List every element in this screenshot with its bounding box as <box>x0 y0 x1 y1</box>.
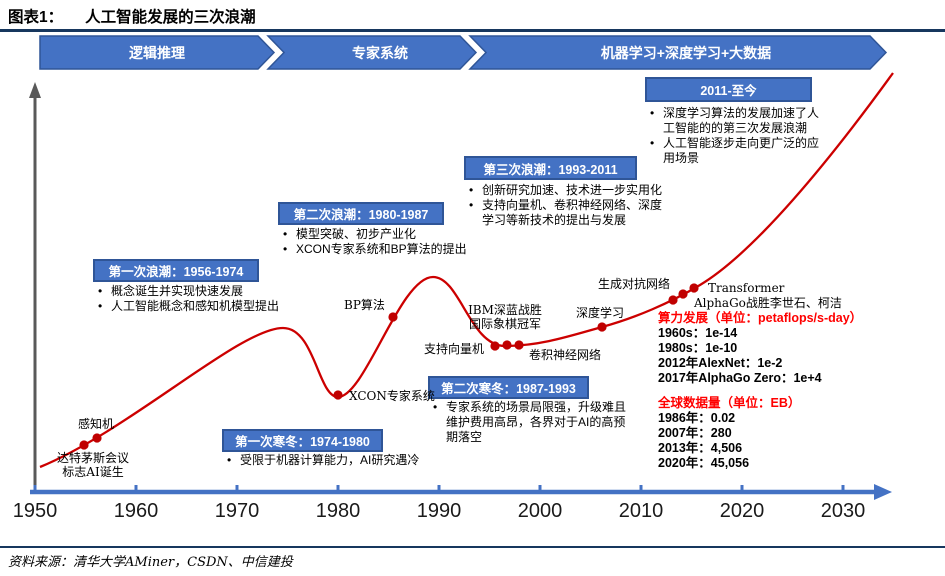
event-dot <box>79 440 89 450</box>
bullet-item: 模型突破、初步产业化 <box>283 227 488 242</box>
x-tick-label: 1950 <box>12 500 58 522</box>
event-dot <box>668 295 678 305</box>
figure-title-text: 人工智能发展的三次浪潮 <box>85 9 256 26</box>
stats-line: 2020年：45,056 <box>658 456 750 470</box>
phase-label: 专家系统 <box>352 44 408 61</box>
period-box-bullets: 专家系统的场景局限强，升级难且维护费用高昂，各界对于AI的高预期落空 <box>433 400 627 445</box>
bottom-rule <box>0 546 945 548</box>
period-box-title: 第一次浪潮：1956-1974 <box>93 259 259 282</box>
event-label: XCON专家系统 <box>349 389 435 403</box>
event-label: Transformer <box>708 281 785 295</box>
x-axis-arrowhead <box>874 484 892 500</box>
event-dot <box>333 390 343 400</box>
banner-chevron <box>39 35 276 70</box>
event-label: 卷积神经网络 <box>529 348 602 362</box>
stats-line: 2007年：280 <box>658 426 732 440</box>
x-tick-label: 1960 <box>113 500 159 522</box>
top-rule <box>0 29 945 32</box>
stats-line: 2017年AlphaGo Zero：1e+4 <box>658 371 822 385</box>
event-label: AlphaGo战胜李世石、柯洁 <box>694 296 842 310</box>
x-tick <box>437 485 441 491</box>
stats-line: 1986年：0.02 <box>658 411 736 425</box>
figure-label: 图表1： <box>8 9 64 26</box>
event-dot <box>92 433 102 443</box>
event-dot <box>514 340 524 350</box>
event-dot <box>502 340 512 350</box>
development-curve <box>39 72 894 469</box>
bullet-item: 概念诞生并实现快速发展 <box>98 284 333 299</box>
stats-heading: 算力发展（单位：petaflops/s-day） <box>658 311 863 325</box>
x-tick-label: 1970 <box>214 500 260 522</box>
period-box-title: 第一次寒冬：1974-1980 <box>222 429 383 452</box>
phase-label: 逻辑推理 <box>129 44 185 61</box>
bullet-item: 受限于机器计算能力，AI研究遇冷 <box>227 453 467 468</box>
event-dot <box>678 289 688 299</box>
x-tick <box>235 485 239 491</box>
event-label: IBM深蓝战胜 国际象棋冠军 <box>468 303 542 331</box>
y-axis-arrowhead <box>29 82 41 98</box>
x-tick <box>134 485 138 491</box>
period-box-title: 第二次寒冬：1987-1993 <box>428 376 589 399</box>
x-tick-label: 2010 <box>618 500 664 522</box>
event-label: 感知机 <box>77 417 114 431</box>
event-label: BP算法 <box>344 298 385 312</box>
period-box-bullets: 模型突破、初步产业化XCON专家系统和BP算法的提出 <box>283 227 488 257</box>
event-dot <box>689 283 699 293</box>
x-tick-label: 2030 <box>820 500 866 522</box>
x-tick <box>841 485 845 491</box>
x-tick-label: 1990 <box>416 500 462 522</box>
event-label: 达特茅斯会议 标志AI诞生 <box>56 451 129 479</box>
stats-group: 算力发展（单位：petaflops/s-day） 1960s：1e-14 1980s… <box>658 311 862 386</box>
stats-line: 2012年AlexNet：1e-2 <box>658 356 783 370</box>
bullet-item: 支持向量机、卷积神经网络、深度学习等新技术的提出与发展 <box>469 198 667 228</box>
period-box-title: 第二次浪潮：1980-1987 <box>278 202 444 225</box>
period-box-title: 2011-至今 <box>645 77 812 102</box>
period-box-bullets: 受限于机器计算能力，AI研究遇冷 <box>227 453 467 468</box>
x-tick <box>740 485 744 491</box>
bullet-item: 深度学习算法的发展加速了人工智能的的第三次发展浪潮 <box>650 106 826 136</box>
period-box-bullets: 深度学习算法的发展加速了人工智能的的第三次发展浪潮人工智能逐步走向更广泛的应用场… <box>650 106 826 166</box>
bullet-item: 人工智能逐步走向更广泛的应用场景 <box>650 136 826 166</box>
bullet-item: 创新研究加速、技术进一步实用化 <box>469 183 667 198</box>
stats-line: 2013年：4,506 <box>658 441 743 455</box>
x-tick <box>639 485 643 491</box>
bullet-item: 专家系统的场景局限强，升级难且维护费用高昂，各界对于AI的高预期落空 <box>433 400 627 445</box>
bullet-item: 人工智能概念和感知机模型提出 <box>98 299 333 314</box>
source-note: 资料来源：清华大学AMiner，CSDN、中信建投 <box>8 555 293 570</box>
banner-chevron <box>266 35 478 70</box>
event-label: 深度学习 <box>576 306 625 320</box>
x-tick <box>538 485 542 491</box>
event-dot <box>597 322 607 332</box>
stats-heading: 全球数据量（单位：EB） <box>658 396 801 410</box>
x-tick <box>336 485 340 491</box>
x-tick-label: 2000 <box>517 500 563 522</box>
x-tick <box>33 485 37 491</box>
period-box-bullets: 概念诞生并实现快速发展人工智能概念和感知机模型提出 <box>98 284 333 314</box>
event-label: 支持向量机 <box>424 342 485 356</box>
x-tick-label: 2020 <box>719 500 765 522</box>
stats-line: 1980s：1e-10 <box>658 341 738 355</box>
x-tick-label: 1980 <box>315 500 361 522</box>
event-dot <box>388 312 398 322</box>
period-box-title: 第三次浪潮：1993-2011 <box>464 156 637 180</box>
banner-chevron <box>468 35 888 70</box>
stats-group: 全球数据量（单位：EB） 1986年：0.02 2007年：280 2013年：4,5… <box>658 396 800 471</box>
period-box-bullets: 创新研究加速、技术进一步实用化支持向量机、卷积神经网络、深度学习等新技术的提出与… <box>469 183 667 228</box>
event-label: 生成对抗网络 <box>598 277 671 291</box>
figure-title: 图表1： 人工智能发展的三次浪潮 <box>8 5 256 27</box>
event-dot <box>490 341 500 351</box>
phase-label: 机器学习+深度学习+大数据 <box>600 44 772 61</box>
bullet-item: XCON专家系统和BP算法的提出 <box>283 242 488 257</box>
stats-line: 1960s：1e-14 <box>658 326 738 340</box>
